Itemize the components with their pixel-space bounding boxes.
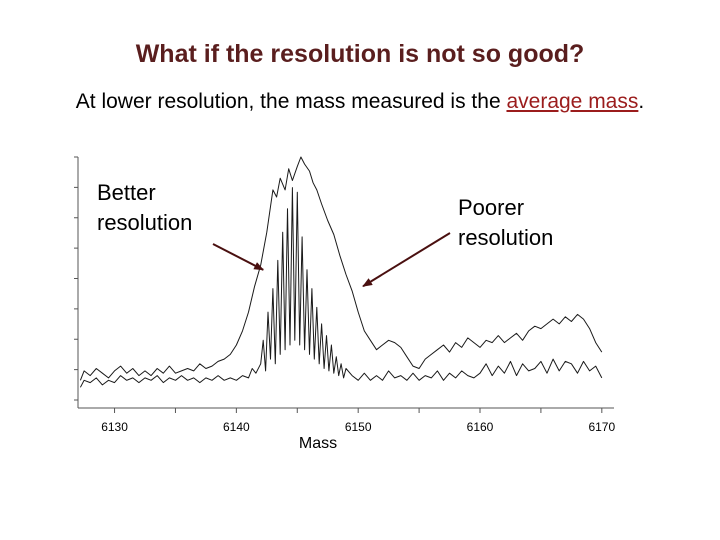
- subtitle-prefix: At lower resolution, the mass measured i…: [75, 90, 507, 113]
- x-tick-label: 6160: [467, 420, 494, 434]
- annotation-poorer-line1: Poorer: [458, 195, 524, 220]
- x-axis-label: Mass: [299, 435, 337, 452]
- x-tick-label: 6130: [101, 420, 128, 434]
- annotation-poorer-arrow: [362, 232, 451, 288]
- series-line-poorer-resolution: [79, 156, 603, 381]
- subtitle-suffix: .: [638, 90, 645, 113]
- x-tick-label: 6170: [588, 420, 615, 434]
- x-tick-label: 6150: [345, 420, 372, 434]
- x-tick-label: 6140: [223, 420, 250, 434]
- annotation-better-line1: Better: [97, 180, 156, 205]
- annotation-better-arrow: [212, 243, 265, 271]
- annotation-poorer-line2: resolution: [458, 225, 553, 250]
- slide-title: What if the resolution is not so good?: [135, 40, 585, 68]
- annotation-better-line2: resolution: [97, 210, 192, 235]
- series-line-better-resolution: [79, 187, 603, 388]
- subtitle: At lower resolution, the mass measured i…: [0, 90, 720, 114]
- average-mass-link[interactable]: average mass: [506, 90, 639, 113]
